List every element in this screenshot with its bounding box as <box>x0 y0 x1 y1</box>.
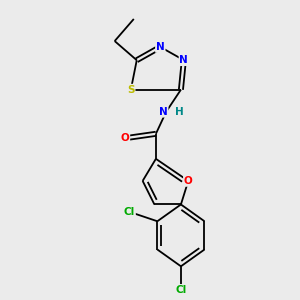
Text: N: N <box>156 42 165 52</box>
Text: O: O <box>121 133 129 143</box>
Text: H: H <box>175 107 184 117</box>
Text: O: O <box>184 176 193 186</box>
Text: Cl: Cl <box>124 207 135 217</box>
Text: N: N <box>179 55 188 65</box>
Text: Cl: Cl <box>175 285 187 295</box>
Text: N: N <box>159 107 168 117</box>
Text: S: S <box>127 85 135 94</box>
